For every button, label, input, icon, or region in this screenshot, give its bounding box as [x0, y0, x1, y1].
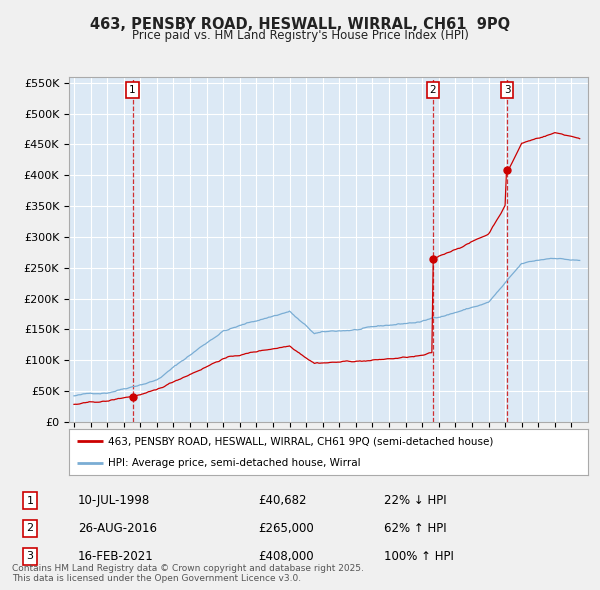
Text: 22% ↓ HPI: 22% ↓ HPI: [384, 494, 446, 507]
Text: 2: 2: [430, 86, 436, 96]
Text: 26-AUG-2016: 26-AUG-2016: [78, 522, 157, 535]
Text: 3: 3: [26, 551, 34, 561]
Text: 463, PENSBY ROAD, HESWALL, WIRRAL, CH61 9PQ (semi-detached house): 463, PENSBY ROAD, HESWALL, WIRRAL, CH61 …: [108, 437, 493, 447]
Text: £408,000: £408,000: [258, 549, 314, 563]
Text: 2: 2: [26, 523, 34, 533]
Text: HPI: Average price, semi-detached house, Wirral: HPI: Average price, semi-detached house,…: [108, 457, 361, 467]
Text: 100% ↑ HPI: 100% ↑ HPI: [384, 549, 454, 563]
Text: 1: 1: [26, 496, 34, 506]
Text: Contains HM Land Registry data © Crown copyright and database right 2025.
This d: Contains HM Land Registry data © Crown c…: [12, 563, 364, 583]
Text: £40,682: £40,682: [258, 494, 307, 507]
Text: 10-JUL-1998: 10-JUL-1998: [78, 494, 150, 507]
Text: 16-FEB-2021: 16-FEB-2021: [78, 549, 154, 563]
Text: 1: 1: [129, 86, 136, 96]
Text: 62% ↑ HPI: 62% ↑ HPI: [384, 522, 446, 535]
Text: 3: 3: [504, 86, 511, 96]
Text: 463, PENSBY ROAD, HESWALL, WIRRAL, CH61  9PQ: 463, PENSBY ROAD, HESWALL, WIRRAL, CH61 …: [90, 17, 510, 31]
Text: £265,000: £265,000: [258, 522, 314, 535]
Text: Price paid vs. HM Land Registry's House Price Index (HPI): Price paid vs. HM Land Registry's House …: [131, 30, 469, 42]
